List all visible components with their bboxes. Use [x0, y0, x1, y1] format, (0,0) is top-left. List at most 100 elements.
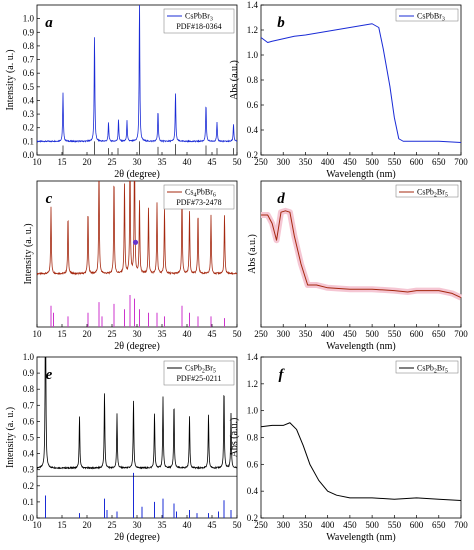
- panel-c-xrd-cs4pbbr6: 10 15 20 25 30 35 40 45 50 2θ (degree) Intensity (…: [23, 180, 242, 352]
- x-tick-label: 15: [58, 520, 68, 530]
- y-axis-label: Intensity (a. u.): [5, 407, 16, 468]
- legend-label: CsPb2Br5: [417, 188, 448, 199]
- x-axis-label: Wavelength (nm): [326, 341, 395, 352]
- y-tick-label: 0.3: [23, 465, 35, 475]
- y-tick-label: 0.3: [23, 109, 35, 119]
- y-tick-label: 0.8: [247, 75, 259, 85]
- legend-box: [395, 8, 459, 22]
- y-tick-label: 1.2: [247, 379, 258, 389]
- x-tick-label: 10: [33, 329, 43, 339]
- legend-box: [163, 184, 235, 210]
- y-tick-label: 0.4: [247, 125, 259, 135]
- impurity-marker: [132, 239, 139, 245]
- panel-letter: e: [46, 367, 53, 383]
- x-axis-label: Wavelength (nm): [326, 532, 395, 543]
- legend-label: CsPbBr3: [185, 12, 213, 23]
- x-tick-label: 600: [410, 520, 424, 530]
- x-tick-label: 650: [432, 520, 446, 530]
- x-tick-label: 250: [254, 329, 268, 339]
- y-tick-label: 0.0: [23, 150, 35, 160]
- y-tick-label: 0.2: [247, 513, 258, 523]
- plot-frame: [260, 4, 462, 156]
- xrd-plot-area: [37, 5, 237, 155]
- x-tick-label: 700: [454, 520, 468, 530]
- panel-b-abs-cspbbr3: 250 300 350 400 450 500 550 600 650 700 0.2 0.4 0.6 0…: [229, 0, 468, 180]
- x-tick-label: 250: [254, 520, 268, 530]
- xrd-plot-area: [37, 357, 237, 518]
- x-axis-label: 2θ (degree): [114, 532, 160, 543]
- x-tick-label: 350: [299, 329, 313, 339]
- y-tick-label: 0.6: [23, 416, 35, 426]
- xrd-plot-area: [37, 181, 237, 327]
- y-tick-label: 0.6: [247, 459, 259, 469]
- y-tick-label: 0.4: [23, 449, 35, 459]
- x-tick-label: 650: [432, 329, 446, 339]
- x-tick-label: 50: [233, 157, 243, 167]
- x-tick-label: 250: [254, 157, 268, 167]
- y-axis-label: Abs (a.u.): [229, 60, 240, 100]
- xrd-pattern-line: [37, 5, 237, 144]
- x-tick-label: 45: [208, 157, 218, 167]
- y-tick-label: 1.0: [23, 352, 35, 362]
- y-tick-label: 0.5: [23, 82, 35, 92]
- x-tick-label: 20: [83, 329, 93, 339]
- absorbance-line: [260, 422, 462, 502]
- panel-letter: c: [46, 191, 53, 207]
- y-tick-label: 0.7: [23, 400, 35, 410]
- x-tick-label: 20: [83, 157, 93, 167]
- x-tick-label: 350: [299, 520, 313, 530]
- y-tick-label: 0.9: [23, 368, 35, 378]
- x-tick-label: 550: [388, 157, 402, 167]
- x-tick-label: 350: [299, 157, 313, 167]
- legend-label: CsPb2Br5: [185, 364, 216, 375]
- x-tick-label: 700: [454, 157, 468, 167]
- y-tick-label: 0.8: [23, 384, 35, 394]
- y-tick-label: 0.7: [23, 55, 35, 65]
- y-tick-label: 0.2: [247, 150, 258, 160]
- y-tick-label: 1.0: [23, 14, 35, 24]
- y-axis-label: Intensity (a. u.): [5, 49, 16, 110]
- x-tick-label: 550: [388, 329, 402, 339]
- legend-label: CsPbBr3: [417, 12, 445, 23]
- y-tick-label: 1.0: [247, 406, 259, 416]
- legend-box: [163, 360, 235, 386]
- x-tick-label: 500: [365, 329, 379, 339]
- reference-card-label: PDF#73-2478: [176, 198, 221, 207]
- x-tick-label: 600: [410, 157, 424, 167]
- plot-frame: [260, 356, 462, 519]
- x-tick-label: 15: [58, 329, 68, 339]
- panel-a-xrd-cspbbr3: 10 15 20 25 30 35 40 45 50 0.0 0.1 0.2 0.3 0.4 0.5 0.6 0…: [5, 4, 243, 180]
- x-axis-label: Wavelength (nm): [326, 169, 395, 180]
- x-tick-label: 25: [108, 329, 118, 339]
- x-tick-label: 45: [208, 329, 218, 339]
- x-tick-label: 30: [133, 329, 143, 339]
- x-tick-label: 35: [158, 329, 168, 339]
- y-tick-label: 0.1: [23, 497, 34, 507]
- y-tick-label: 0.5: [23, 433, 35, 443]
- y-tick-label: 1.4: [247, 0, 259, 10]
- y-tick-label: 0.2: [23, 123, 34, 133]
- x-tick-label: 450: [343, 157, 357, 167]
- x-tick-label: 25: [108, 157, 118, 167]
- x-tick-label: 300: [276, 520, 290, 530]
- panel-letter: a: [45, 15, 53, 31]
- panel-d-abs-cspb2br5: 250 300 350 400 450 500 550 600 650 700 Wavelength…: [247, 180, 468, 352]
- panel-letter: b: [277, 15, 285, 31]
- panel-letter: f: [279, 367, 286, 383]
- x-tick-label: 500: [365, 520, 379, 530]
- y-tick-label: 0.2: [23, 481, 34, 491]
- x-tick-label: 600: [410, 329, 424, 339]
- reference-card-label: PDF#25-0211: [176, 374, 221, 383]
- y-axis-label: Abs (a.u.): [247, 234, 258, 274]
- y-axis-label: Intensity (a. u.): [23, 223, 34, 284]
- x-tick-label: 45: [208, 520, 218, 530]
- x-axis-label: 2θ (degree): [114, 169, 160, 180]
- x-tick-label: 40: [183, 329, 193, 339]
- y-tick-label: 0.8: [23, 41, 35, 51]
- panel-f-abs-cspb2br5: 250 300 350 400 450 500 550 600 650 700 0.2 0.4 0.6 0…: [229, 352, 468, 543]
- x-tick-label: 500: [365, 157, 379, 167]
- y-tick-label: 1.0: [247, 50, 259, 60]
- x-tick-label: 20: [83, 520, 93, 530]
- x-tick-label: 40: [183, 157, 193, 167]
